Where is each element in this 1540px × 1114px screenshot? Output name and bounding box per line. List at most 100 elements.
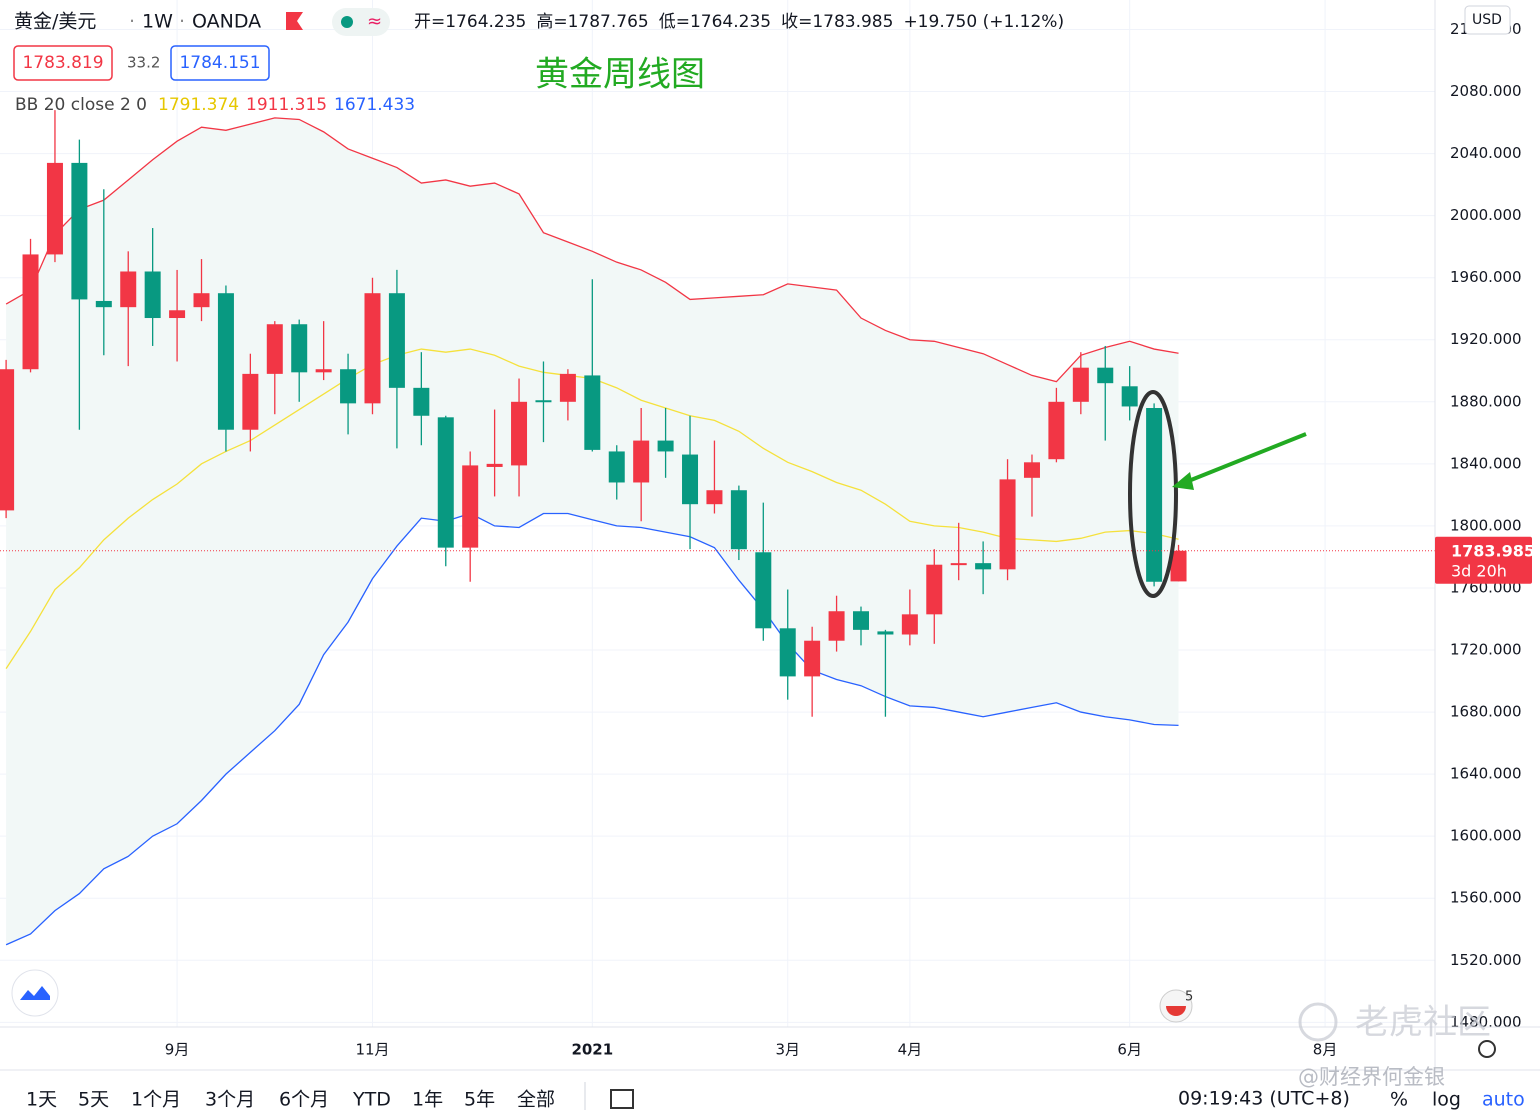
range-button[interactable]: 6个月: [279, 1089, 329, 1111]
event-count: 5: [1185, 990, 1193, 1005]
candle-body: [706, 490, 723, 505]
y-tick-label: 1720.000: [1450, 641, 1522, 659]
candle-body: [413, 387, 430, 416]
candle-body: [584, 375, 601, 450]
chart-title: 黄金周线图: [535, 55, 705, 95]
y-tick-label: 2040.000: [1450, 144, 1522, 162]
candle-body: [1097, 367, 1114, 384]
flag-icon[interactable]: [286, 12, 303, 30]
settings-icon[interactable]: [1478, 1040, 1496, 1058]
status-dot: [341, 16, 353, 28]
candle-body: [511, 401, 528, 466]
exchange: OANDA: [192, 11, 261, 33]
candle-body: [1023, 462, 1040, 478]
scale-option[interactable]: %: [1390, 1089, 1408, 1111]
price-tag-value: 1783.985: [1451, 541, 1535, 560]
event-flag: [1166, 1006, 1186, 1016]
candle-body: [1072, 367, 1089, 402]
range-button[interactable]: 1个月: [131, 1089, 181, 1111]
y-tick-label: 1560.000: [1450, 889, 1522, 907]
candle-body: [46, 162, 63, 255]
ohlc-value: +19.750 (+1.12%): [903, 12, 1064, 32]
candle-body: [682, 454, 699, 505]
bid-box[interactable]: [13, 45, 113, 81]
symbol: 黄金/美元: [14, 11, 96, 33]
indicator-upper: 1911.315: [246, 95, 327, 115]
x-tick-label: 11月: [355, 1041, 389, 1059]
candle-body: [975, 563, 992, 570]
candle-body: [340, 369, 357, 404]
y-tick-label: 1920.000: [1450, 330, 1522, 348]
candle-body: [242, 373, 259, 430]
candle-body: [1121, 386, 1138, 407]
indicator-label: BB 20 close 2 0: [15, 95, 147, 115]
price-tag: [1435, 536, 1532, 584]
indicator-lower: 1671.433: [334, 95, 415, 115]
range-button[interactable]: 全部: [517, 1089, 555, 1111]
candle-body: [0, 369, 15, 511]
candle-body: [388, 293, 405, 388]
ohlc: 开=1764.235 高=1787.765 低=1764.235 收=1783.985…: [414, 12, 1064, 32]
range-button[interactable]: YTD: [352, 1089, 391, 1111]
y-tick-label: 1640.000: [1450, 765, 1522, 783]
candle-body: [144, 271, 161, 319]
candle-body: [755, 552, 772, 629]
candle-body: [22, 254, 39, 370]
candle-body: [95, 300, 112, 308]
interval: 1W: [142, 11, 173, 33]
y-tick-label: 1480.000: [1450, 1013, 1522, 1031]
y-tick-label: 1680.000: [1450, 703, 1522, 721]
candle-body: [169, 310, 186, 319]
currency: USD: [1472, 12, 1502, 28]
ohlc-value: 收=1783.985: [781, 12, 893, 32]
ohlc-value: 低=1764.235: [659, 12, 771, 32]
candle-body: [633, 440, 650, 483]
candle-body: [120, 271, 137, 308]
y-tick-label: 2080.000: [1450, 82, 1522, 100]
ask: 1784.151: [179, 53, 260, 73]
y-tick-label: 1880.000: [1450, 392, 1522, 410]
watermark-icon: [1298, 1002, 1338, 1042]
status-pill[interactable]: [332, 8, 390, 36]
candle-body: [608, 451, 625, 483]
logo-icon: [20, 986, 50, 1000]
range-button[interactable]: 5年: [464, 1089, 495, 1111]
range-button[interactable]: 1年: [412, 1089, 443, 1111]
candle-body: [1146, 408, 1163, 582]
logo[interactable]: [11, 969, 59, 1017]
band-lower: [5, 512, 1179, 946]
band-upper: [5, 117, 1179, 383]
ohlc-value: 高=1787.765: [536, 12, 648, 32]
candle-body: [71, 162, 88, 300]
y-tick-label: 1800.000: [1450, 516, 1522, 534]
range-button[interactable]: 3个月: [205, 1089, 255, 1111]
scale-option[interactable]: log: [1432, 1089, 1461, 1111]
clock: 09:19:43 (UTC+8): [1178, 1088, 1350, 1110]
candle-body: [535, 400, 552, 403]
candle-body: [437, 417, 454, 548]
candle-body: [266, 324, 283, 374]
toolbar: 1天 5天 1个月 3个月 6个月 YTD 1年 5年 全部 09:19:43 (UTC+8)% l…: [26, 1088, 1525, 1111]
x-tick-label: 4月: [898, 1041, 923, 1059]
candle-body: [559, 373, 576, 402]
ask-box[interactable]: [170, 45, 270, 81]
x-tick-label: 9月: [165, 1041, 190, 1059]
candle-body: [730, 490, 747, 550]
bid: 1783.819: [22, 53, 103, 73]
y-tick-label: 1840.000: [1450, 454, 1522, 472]
separator: ·: [179, 11, 185, 33]
candle-body: [462, 465, 479, 548]
candle-body: [193, 293, 210, 308]
scale-option[interactable]: auto: [1482, 1089, 1525, 1111]
currency-box[interactable]: [1464, 5, 1511, 35]
range-button[interactable]: 1天: [26, 1089, 57, 1111]
x-tick-label: 8月: [1313, 1041, 1338, 1059]
candle-body: [315, 369, 332, 373]
range-button[interactable]: 5天: [78, 1089, 109, 1111]
candles: [0, 110, 1187, 717]
candle-body: [901, 614, 918, 635]
compare-icon[interactable]: [610, 1089, 634, 1109]
candle-body: [1048, 401, 1065, 460]
candle-body: [779, 628, 796, 677]
